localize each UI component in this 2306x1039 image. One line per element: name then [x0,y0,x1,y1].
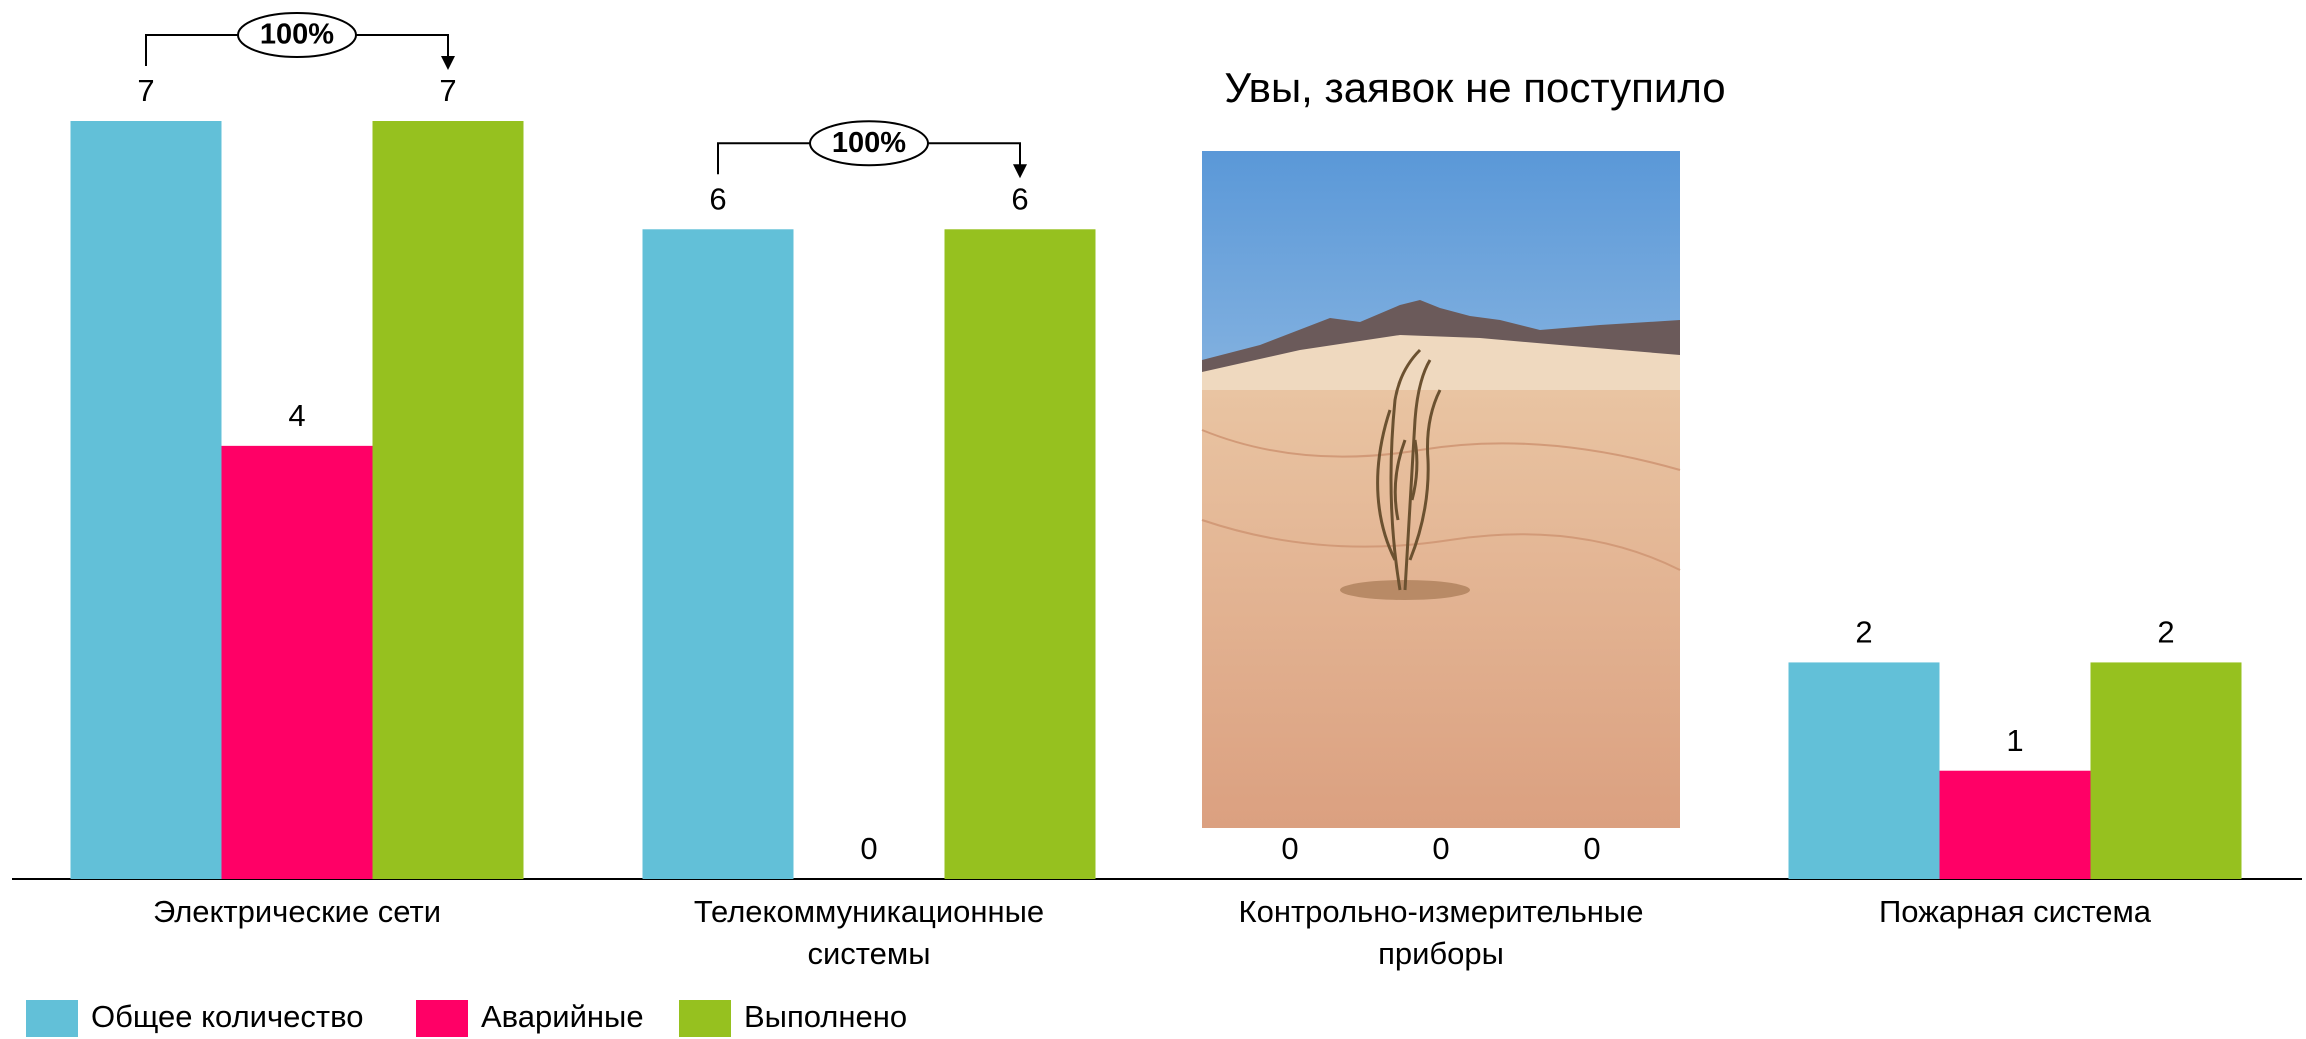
legend-swatch [416,1000,468,1037]
value-label: 0 [1583,831,1600,866]
value-label: 0 [860,831,877,866]
value-label: 6 [709,181,726,216]
desert-image [1202,151,1680,828]
chart: Увы, заявок не поступило 7 6 0 2 4 0 0 1 7 6 0 2 100… [0,0,2306,1039]
value-label: 7 [439,73,456,108]
legend-swatch [679,1000,731,1037]
arrow-head [441,56,455,70]
bar [2091,662,2242,879]
bar [1940,771,2091,879]
bar [643,229,794,879]
value-label: 2 [2157,615,2174,650]
value-label: 0 [1281,831,1298,866]
bar [222,446,373,879]
bar [945,229,1096,879]
bar [1789,662,1940,879]
category-label: Телекоммуникационные системы [659,891,1079,975]
percent-label: 100% [832,127,906,159]
legend-label: Аварийные [481,999,644,1034]
category-label: Контрольно-измерительные приборы [1231,891,1651,975]
value-label: 2 [1855,615,1872,650]
arrow-head [1013,164,1027,178]
legend-label: Выполнено [744,999,907,1034]
category-label: Электрические сети [87,891,507,933]
category-label: Пожарная система [1805,891,2225,933]
percent-label: 100% [260,19,334,51]
page: Увы, заявок не поступило 7 6 0 2 4 0 0 1 7 6 0 2 100… [0,0,2306,1039]
value-label: 1 [2006,723,2023,758]
legend-swatch [26,1000,78,1037]
legend-label: Общее количество [91,999,363,1034]
value-label: 7 [137,73,154,108]
bar [71,121,222,879]
no-requests-message: Увы, заявок не поступило [1224,64,1725,111]
value-label: 0 [1432,831,1449,866]
value-label: 4 [288,398,305,433]
bar [373,121,524,879]
value-label: 6 [1011,181,1028,216]
